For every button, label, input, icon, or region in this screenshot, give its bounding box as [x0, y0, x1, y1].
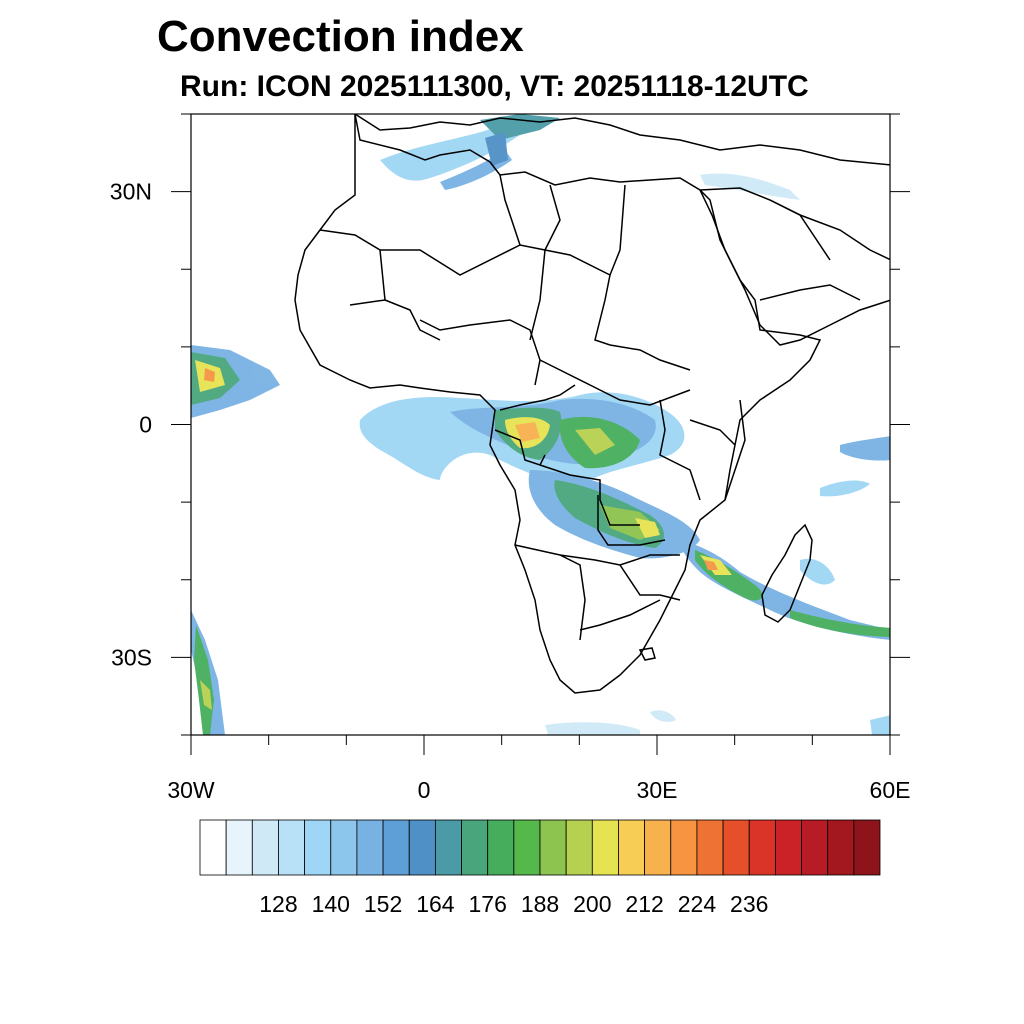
- colorbar-label: 128: [259, 891, 297, 917]
- colorbar-swatch: [774, 819, 802, 876]
- colorbar-swatch: [487, 819, 515, 876]
- y-tick-label: 30N: [110, 179, 152, 205]
- x-tick-label: 0: [418, 777, 431, 803]
- x-tick-label: 30W: [167, 777, 215, 803]
- colorbar-label: 200: [573, 891, 611, 917]
- colorbar: [199, 819, 881, 876]
- x-tick-label: 30E: [637, 777, 678, 803]
- colorbar-label: 236: [730, 891, 768, 917]
- map-field: [191, 114, 890, 735]
- colorbar-swatch: [225, 819, 253, 876]
- y-tick-label: 0: [139, 412, 152, 438]
- colorbar-swatch: [618, 819, 646, 876]
- colorbar-swatch: [748, 819, 776, 876]
- colorbar-swatch: [722, 819, 750, 876]
- colorbar-label: 212: [625, 891, 663, 917]
- colorbar-swatch: [565, 819, 593, 876]
- colorbar-swatch: [382, 819, 410, 876]
- colorbar-label: 188: [521, 891, 559, 917]
- y-axis-labels: 30N 0 30S: [110, 179, 152, 671]
- colorbar-labels: 128 140 152 164 176 188 200 212 224 236: [259, 891, 768, 917]
- chart-title: Convection index: [157, 12, 524, 61]
- colorbar-swatch: [356, 819, 384, 876]
- chart-subtitle: Run: ICON 2025111300, VT: 20251118-12UTC: [180, 70, 809, 103]
- convection-field: [191, 114, 890, 735]
- colorbar-swatch: [827, 819, 855, 876]
- axis-ticks: [171, 113, 910, 755]
- colorbar-swatch: [330, 819, 358, 876]
- colorbar-swatch: [434, 819, 462, 876]
- colorbar-label: 164: [416, 891, 455, 917]
- colorbar-swatch: [513, 819, 541, 876]
- colorbar-label: 140: [312, 891, 350, 917]
- colorbar-swatch: [670, 819, 698, 876]
- colorbar-swatch: [199, 819, 227, 876]
- colorbar-swatch: [539, 819, 567, 876]
- coastlines-borders: [294, 114, 890, 694]
- colorbar-swatch: [591, 819, 619, 876]
- x-tick-label: 60E: [870, 777, 911, 803]
- colorbar-swatch: [408, 819, 436, 876]
- colorbar-swatch: [304, 819, 332, 876]
- y-tick-label: 30S: [111, 644, 152, 670]
- colorbar-label: 152: [364, 891, 402, 917]
- colorbar-swatch: [644, 819, 672, 876]
- colorbar-label: 176: [469, 891, 507, 917]
- colorbar-swatch: [461, 819, 489, 876]
- colorbar-swatch: [801, 819, 829, 876]
- colorbar-label: 224: [678, 891, 717, 917]
- colorbar-swatch: [853, 819, 881, 876]
- colorbar-swatch: [251, 819, 279, 876]
- colorbar-swatch: [278, 819, 306, 876]
- colorbar-swatch: [696, 819, 724, 876]
- x-axis-labels: 30W 0 30E 60E: [167, 777, 910, 803]
